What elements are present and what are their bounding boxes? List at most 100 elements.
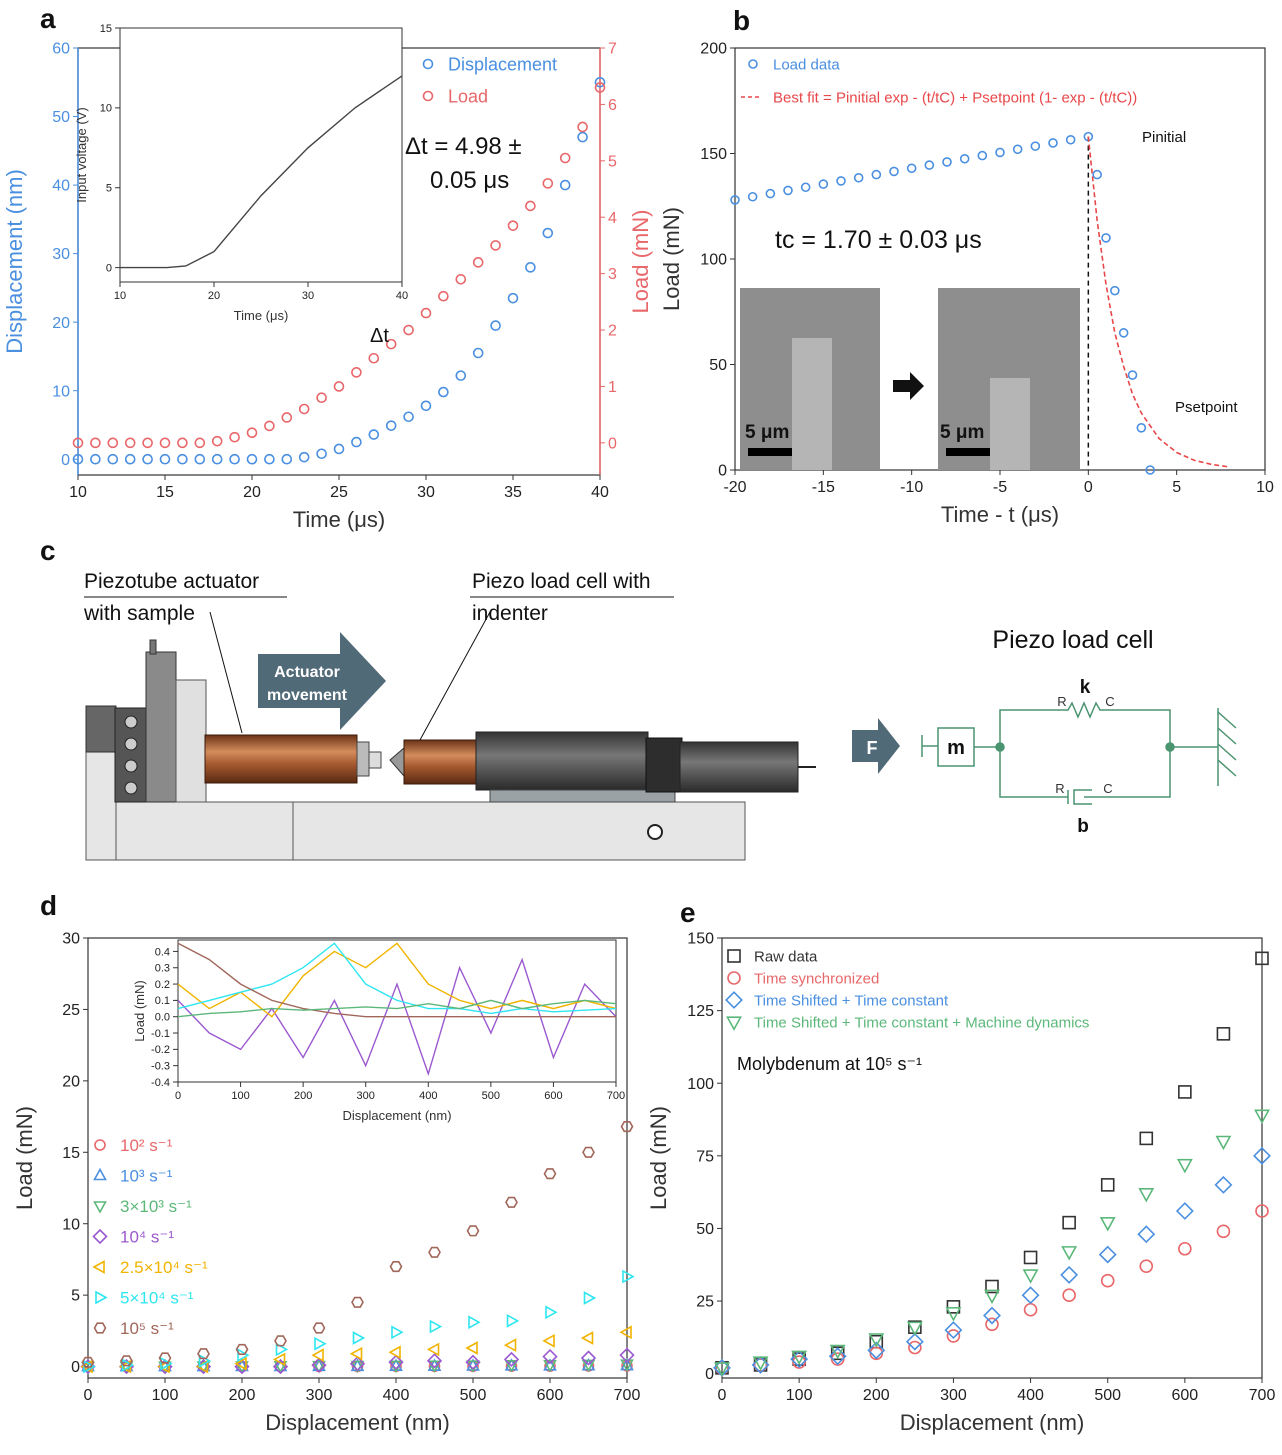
legend-label: Time Shifted + Time constant bbox=[754, 992, 949, 1009]
marker bbox=[351, 367, 362, 378]
marker bbox=[1216, 1027, 1231, 1041]
marker bbox=[94, 1139, 106, 1151]
panel-label: d bbox=[40, 890, 57, 921]
annotation: Psetpoint bbox=[1175, 399, 1238, 416]
marker bbox=[275, 1342, 289, 1357]
marker bbox=[124, 437, 136, 449]
marker bbox=[121, 1358, 135, 1372]
marker bbox=[1012, 144, 1023, 155]
y-tick-label: 5 bbox=[71, 1288, 80, 1305]
marker bbox=[420, 400, 432, 412]
marker bbox=[95, 1290, 108, 1305]
y2-tick-label: 3 bbox=[608, 266, 617, 283]
legend-label: 10² s⁻¹ bbox=[120, 1136, 173, 1155]
marker bbox=[158, 1352, 172, 1364]
y-tick-label: -0.1 bbox=[151, 1028, 170, 1040]
marker bbox=[620, 1121, 634, 1133]
x-axis-title: Time - t (μs) bbox=[941, 502, 1059, 527]
damper-label: b bbox=[1077, 816, 1089, 837]
x-tick-label: 700 bbox=[607, 1090, 625, 1102]
marker bbox=[594, 76, 606, 88]
marker bbox=[726, 1016, 742, 1031]
marker bbox=[235, 1343, 249, 1355]
marker bbox=[748, 59, 758, 69]
marker bbox=[946, 1329, 961, 1343]
marker bbox=[194, 437, 206, 449]
series-line bbox=[1087, 136, 1230, 468]
x-tick-label: -10 bbox=[900, 479, 923, 496]
diagram-label: Piezo load cell with bbox=[472, 570, 651, 593]
x-tick-label: 700 bbox=[614, 1387, 641, 1404]
x-tick-label: 0 bbox=[84, 1387, 93, 1404]
x-axis-title: Displacement (nm) bbox=[900, 1410, 1085, 1435]
marker bbox=[1255, 1204, 1269, 1218]
marker bbox=[298, 403, 310, 415]
marker bbox=[196, 1361, 211, 1374]
marker bbox=[160, 1356, 173, 1371]
series-line bbox=[177, 942, 616, 1018]
y-tick-label: 50 bbox=[696, 1221, 714, 1238]
marker bbox=[177, 437, 188, 449]
arrow-label: movement bbox=[267, 687, 348, 704]
marker bbox=[234, 1356, 247, 1371]
marker bbox=[429, 1319, 443, 1334]
marker bbox=[422, 58, 434, 70]
marker bbox=[1023, 1250, 1038, 1265]
marker bbox=[818, 179, 829, 189]
legend-label: 10³ s⁻¹ bbox=[120, 1166, 173, 1185]
marker bbox=[542, 1334, 555, 1348]
marker bbox=[80, 1359, 93, 1374]
y-tick-label: 10 bbox=[52, 383, 70, 400]
marker bbox=[351, 1296, 364, 1308]
marker bbox=[791, 1350, 808, 1366]
marker bbox=[727, 971, 741, 985]
marker bbox=[545, 1305, 558, 1320]
panel-label: c bbox=[40, 535, 56, 566]
marker bbox=[107, 437, 119, 449]
marker bbox=[490, 320, 501, 331]
series-line bbox=[177, 999, 617, 1018]
scale-label: 5 μm bbox=[745, 422, 789, 443]
y2-axis-title: Load (mN) bbox=[628, 210, 653, 314]
y-tick-label: 25 bbox=[696, 1294, 714, 1311]
x-tick-label: 500 bbox=[482, 1090, 500, 1102]
marker bbox=[124, 453, 136, 465]
marker bbox=[1100, 1273, 1115, 1288]
y-axis-title: Displacement (nm) bbox=[2, 169, 27, 354]
y-tick-label: 0 bbox=[61, 452, 70, 469]
marker bbox=[581, 1359, 596, 1373]
marker bbox=[945, 1307, 962, 1322]
y-tick-label: 15 bbox=[62, 1145, 80, 1162]
x-tick-label: 100 bbox=[152, 1387, 179, 1404]
x-axis-title: Displacement (nm) bbox=[265, 1410, 450, 1435]
node-label: R bbox=[1055, 781, 1064, 796]
marker bbox=[577, 131, 588, 143]
legend-label: 2.5×10⁴ s⁻¹ bbox=[120, 1258, 208, 1277]
x-tick-label: 200 bbox=[863, 1387, 890, 1404]
marker bbox=[1254, 1109, 1270, 1125]
y-tick-label: 100 bbox=[687, 1076, 714, 1093]
x-tick-label: 30 bbox=[417, 484, 435, 501]
marker bbox=[391, 1325, 404, 1340]
marker bbox=[385, 338, 397, 350]
marker bbox=[1145, 465, 1155, 475]
marker bbox=[312, 1322, 326, 1334]
marker bbox=[352, 1331, 366, 1345]
x-tick-label: 300 bbox=[357, 1090, 375, 1102]
plot-area bbox=[721, 937, 1263, 1379]
x-tick-label: 700 bbox=[1249, 1387, 1276, 1404]
marker bbox=[1099, 1217, 1116, 1232]
marker bbox=[427, 1360, 442, 1373]
marker bbox=[468, 1315, 481, 1330]
node-label: C bbox=[1105, 694, 1114, 709]
marker bbox=[714, 1362, 730, 1377]
spring-label: k bbox=[1080, 677, 1091, 698]
y-tick-label: 125 bbox=[687, 1003, 714, 1020]
annotation: 0.05 μs bbox=[430, 167, 509, 194]
x-tick-label: 10 bbox=[69, 484, 87, 501]
marker bbox=[542, 1348, 558, 1365]
marker bbox=[1214, 1175, 1233, 1194]
marker bbox=[503, 1338, 517, 1352]
y-tick-label: 50 bbox=[52, 109, 70, 126]
marker bbox=[1255, 951, 1269, 966]
